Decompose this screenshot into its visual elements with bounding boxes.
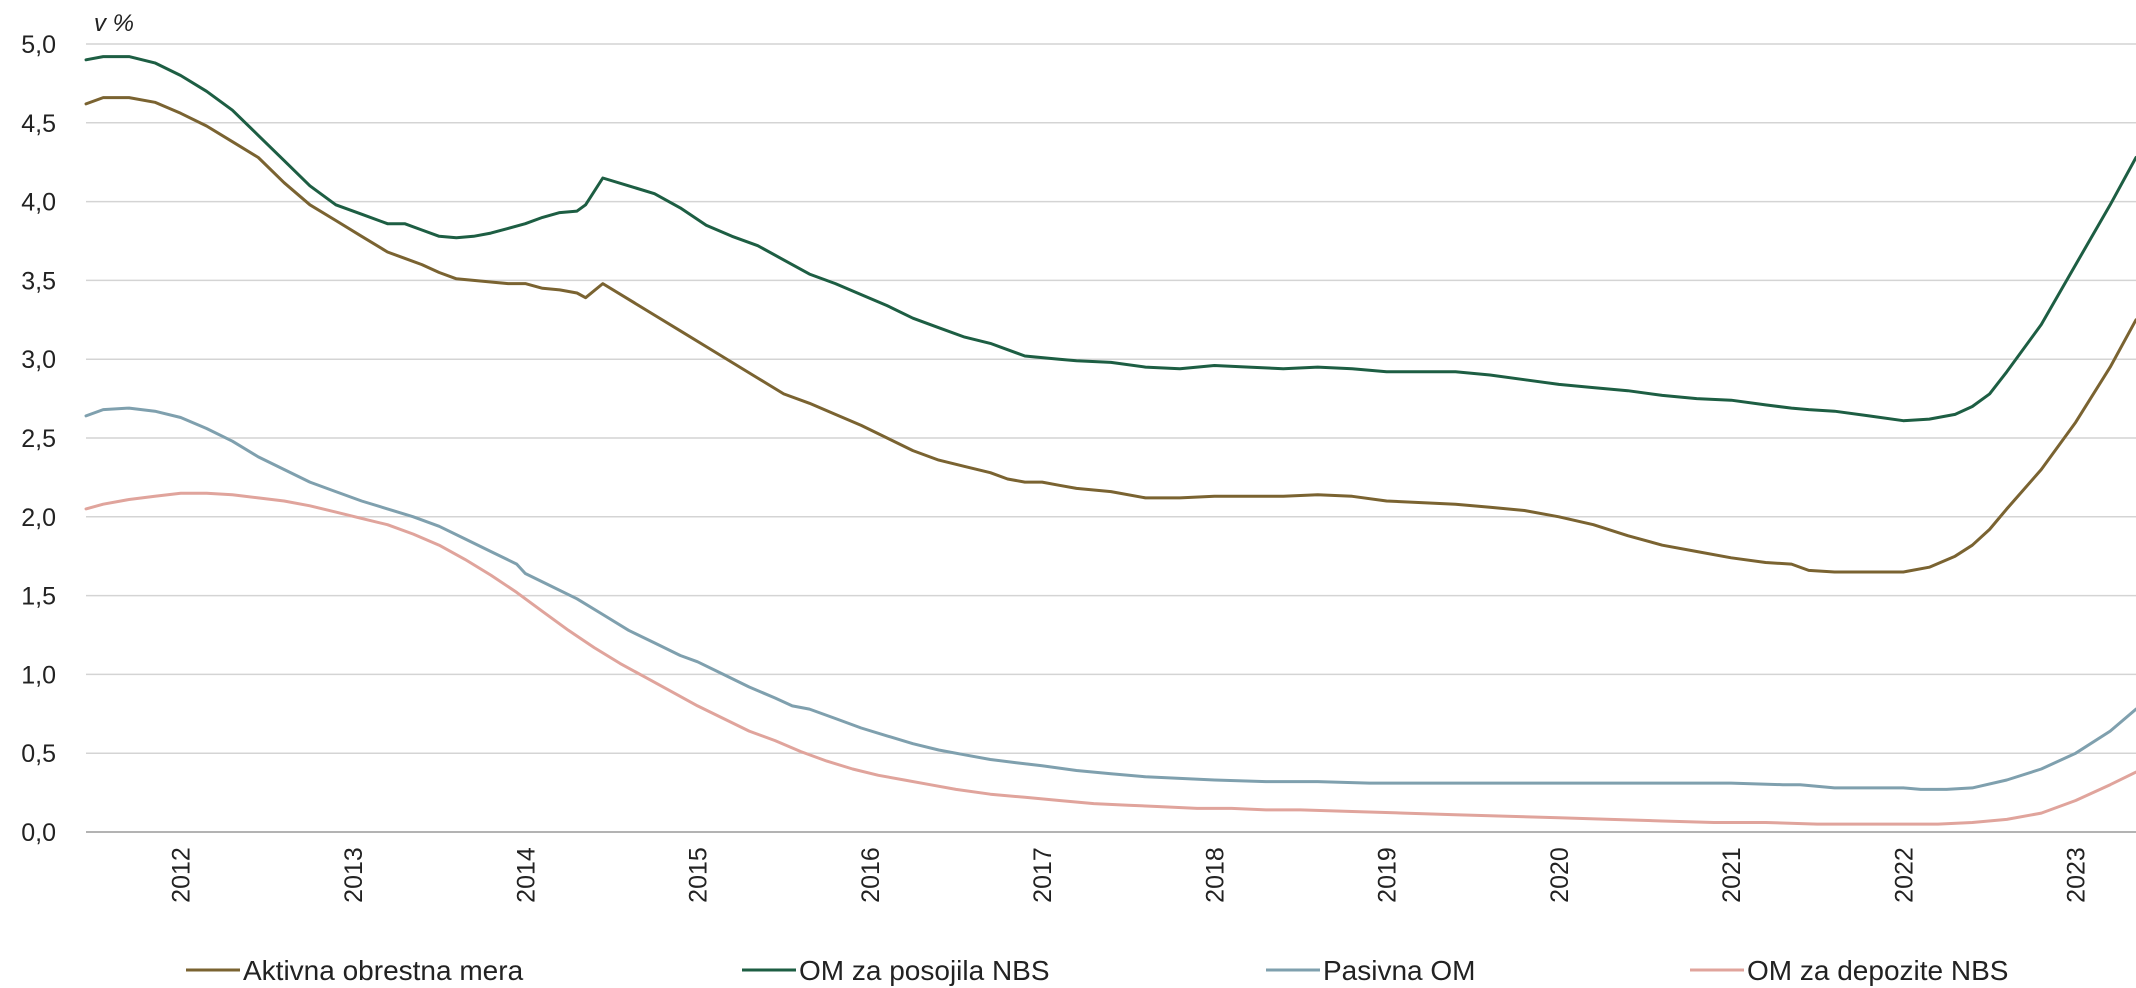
x-tick-label: 2023 [2063, 847, 2091, 903]
legend-item: Aktivna obrestna mera [186, 955, 524, 986]
legend-label: Pasivna OM [1323, 955, 1476, 986]
x-tick-label: 2015 [685, 847, 713, 903]
unit-label: v % [94, 10, 134, 37]
legend-item: OM za depozite NBS [1690, 955, 2008, 986]
y-tick-label: 3,0 [21, 346, 56, 374]
legend: Aktivna obrestna mera OM za posojila NBS P… [186, 955, 2008, 986]
y-tick-label: 3,5 [21, 267, 56, 295]
legend-item: Pasivna OM [1266, 955, 1476, 986]
x-axis-tick-labels: 2012 2013 2014 2015 2016 2017 2018 2019 2020 2021… [168, 847, 2091, 903]
y-tick-label: 1,5 [21, 583, 56, 611]
y-tick-label: 1,0 [21, 661, 56, 689]
y-tick-label: 2,5 [21, 425, 56, 453]
x-tick-label: 2022 [1890, 847, 1918, 903]
legend-label: OM za depozite NBS [1747, 955, 2008, 986]
y-axis-tick-labels: 0,0 0,5 1,0 1,5 2,0 2,5 3,0 3,5 4,0 4,5 5,0 [21, 31, 56, 847]
y-tick-label: 4,5 [21, 110, 56, 138]
y-tick-label: 0,0 [21, 819, 56, 847]
y-tick-label: 4,0 [21, 189, 56, 217]
x-tick-label: 2012 [168, 847, 196, 903]
x-tick-label: 2019 [1374, 847, 1402, 903]
y-tick-label: 0,5 [21, 740, 56, 768]
legend-label: OM za posojila NBS [799, 955, 1050, 986]
legend-label: Aktivna obrestna mera [243, 955, 524, 986]
series-line-4 [84, 491, 2136, 826]
x-tick-label: 2018 [1201, 847, 1229, 903]
y-tick-label: 5,0 [21, 31, 56, 59]
x-tick-label: 2020 [1546, 847, 1574, 903]
y-tick-label: 2,0 [21, 504, 56, 532]
series-line-3 [84, 406, 2136, 791]
x-tick-label: 2021 [1718, 847, 1746, 903]
x-tick-label: 2014 [512, 847, 540, 903]
series-line-1 [84, 96, 2136, 574]
legend-item: OM za posojila NBS [742, 955, 1050, 986]
series-lines [84, 55, 2136, 826]
x-tick-label: 2017 [1029, 847, 1057, 903]
gridlines [86, 43, 2136, 833]
x-tick-label: 2016 [857, 847, 885, 903]
series-line-2 [84, 55, 2136, 423]
x-tick-label: 2013 [340, 847, 368, 903]
